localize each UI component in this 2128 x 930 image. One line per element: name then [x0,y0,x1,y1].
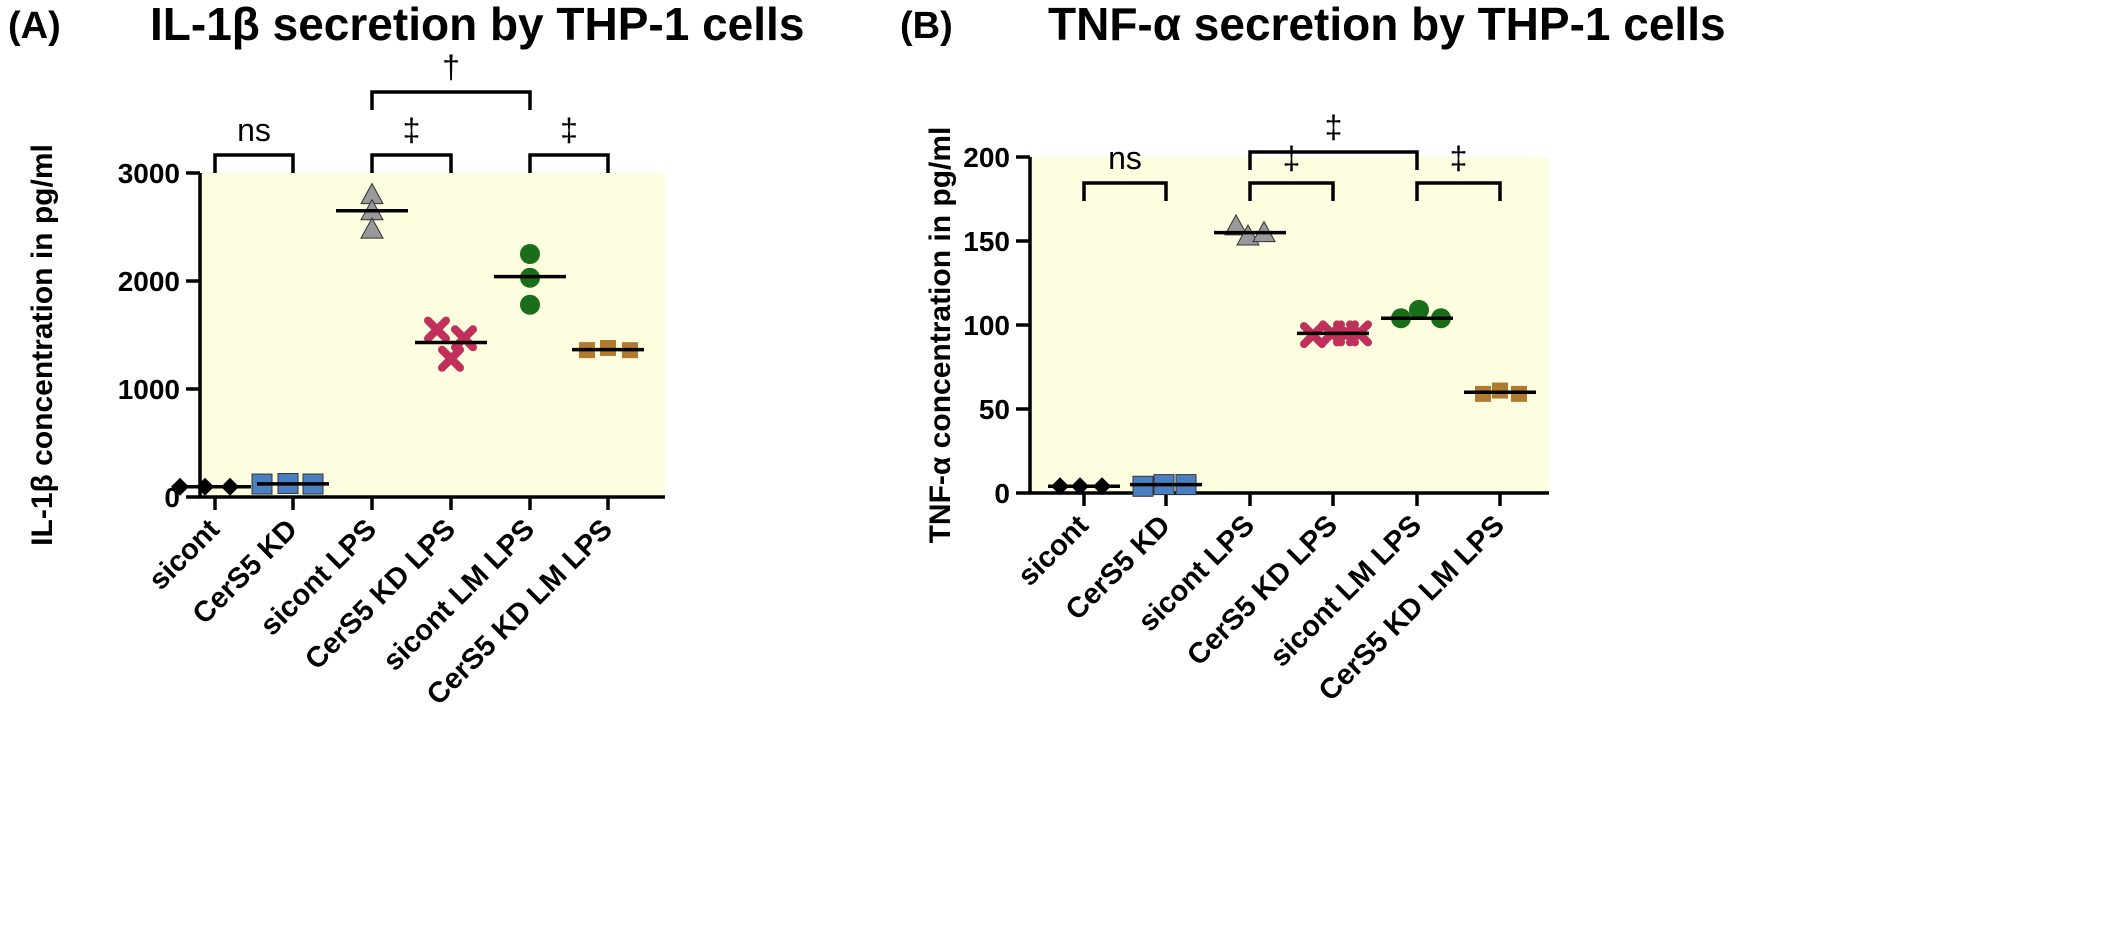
data-point [360,217,384,239]
plot-background [1030,157,1549,493]
y-axis-label: TNF-α concentration in pg/ml [924,127,957,544]
y-tick-label: 3000 [118,158,180,189]
significance-bracket [213,153,295,173]
panel-label: (A) [8,5,61,47]
panel-a: (A) IL-1β secretion by THP-1 cells0100020… [8,0,804,711]
significance-label: ‡ [403,112,421,148]
data-point [424,316,450,343]
x-tick-label: CerS5 KD LPS [1181,509,1344,672]
panel-label: (B) [900,5,953,47]
data-point [520,244,540,264]
chart-title: IL-1β secretion by THP-1 cells [150,0,804,50]
data-point [1224,213,1248,236]
significance-bracket [528,153,610,173]
significance-label: ‡ [1283,140,1301,176]
significance-label: ‡ [1325,109,1343,145]
data-point [520,294,540,315]
y-tick-label: 50 [979,394,1010,425]
y-tick-label: 150 [963,226,1010,257]
significance-bracket [1248,150,1419,170]
y-tick-label: 100 [963,310,1010,341]
y-axis-label: IL-1β concentration in pg/ml [26,144,59,546]
significance-bracket [370,90,532,110]
significance-bracket [1248,181,1335,201]
significance-label: ‡ [1450,140,1468,176]
significance-label: ‡ [560,112,578,148]
chart-title: TNF-α secretion by THP-1 cells [1048,0,1726,50]
x-tick-label: sicont LM LPS [1264,509,1428,673]
y-tick-label: 200 [963,142,1010,173]
data-point [1409,299,1429,320]
significance-bracket [1082,181,1168,201]
significance-bracket [1415,181,1502,201]
significance-label: ns [1108,140,1142,176]
data-point-stroke [438,345,464,372]
significance-label: ns [237,112,271,148]
y-tick-label: 1000 [118,374,180,405]
significance-label: † [442,49,460,85]
significance-bracket [370,153,453,173]
y-tick-label: 2000 [118,266,180,297]
data-point [438,345,464,372]
y-tick-label: 0 [994,478,1010,509]
panel-b: (B) TNF-α secretion by THP-1 cells 0 50 100 1… [900,0,1726,707]
data-point-stroke [424,316,450,343]
